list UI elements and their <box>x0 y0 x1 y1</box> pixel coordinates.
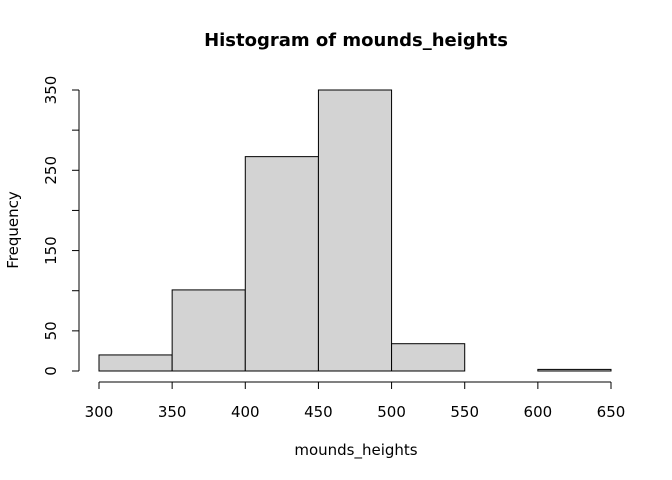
bars-group <box>98 89 612 372</box>
x-tick-label-400: 400 <box>231 403 260 421</box>
x-tick-label-450: 450 <box>304 403 333 421</box>
x-tick-label-550: 550 <box>450 403 479 421</box>
y-tick-label-50: 50 <box>42 321 60 340</box>
histogram-bar-300-350 <box>98 354 173 372</box>
y-tick-label-350: 350 <box>42 76 60 105</box>
x-axis-label: mounds_heights <box>294 441 417 460</box>
y-tick-label-250: 250 <box>42 156 60 185</box>
y-tick-label-150: 150 <box>42 236 60 265</box>
histogram-bar-400-450 <box>244 156 319 372</box>
y-axis-label: Frequency <box>4 191 22 269</box>
x-tick-label-500: 500 <box>377 403 406 421</box>
histogram-bar-500-550 <box>391 343 466 372</box>
y-tick-label-0: 0 <box>42 366 60 376</box>
histogram-bar-600-650 <box>537 368 612 372</box>
x-axis: 300 350 400 450 500 550 600 650 <box>85 381 626 421</box>
x-tick-label-600: 600 <box>524 403 553 421</box>
x-tick-label-350: 350 <box>158 403 187 421</box>
y-axis: 0 50 150 250 350 <box>42 76 80 376</box>
x-tick-label-650: 650 <box>597 403 626 421</box>
histogram-bar-350-400 <box>171 289 246 372</box>
x-tick-label-300: 300 <box>85 403 114 421</box>
histogram-bar-450-500 <box>317 89 393 372</box>
chart-title: Histogram of mounds_heights <box>204 30 508 51</box>
